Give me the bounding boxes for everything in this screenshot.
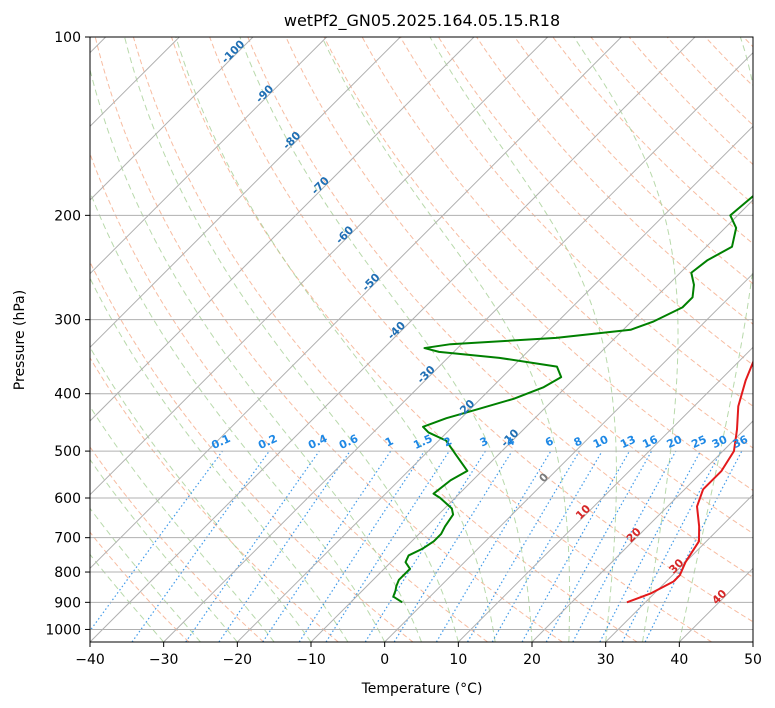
- dry-adiabat: [171, 37, 713, 642]
- x-tick-label: 20: [523, 652, 541, 668]
- dry-adiabat: [94, 37, 563, 642]
- moist-adiabat: [90, 190, 386, 642]
- dry-adiabat: [438, 37, 753, 366]
- isotherm-line: [531, 420, 753, 642]
- dry-adiabat: [514, 37, 753, 285]
- isotherm-line: [90, 37, 475, 422]
- y-tick-label: 1000: [45, 622, 81, 638]
- moist-adiabat: [678, 37, 753, 642]
- mixing-ratio-line: [521, 450, 631, 642]
- x-tick-label: 30: [597, 652, 615, 668]
- isotherm-line: [605, 493, 753, 642]
- y-tick-label: 400: [54, 387, 81, 403]
- dry-adiabat: [247, 37, 753, 578]
- y-tick-label: 900: [54, 595, 81, 611]
- x-tick-label: −30: [149, 652, 179, 668]
- mixing-ratio-line: [545, 450, 653, 642]
- moist-adiabat: [573, 37, 679, 642]
- mixing-ratio-line: [393, 450, 513, 642]
- y-tick-label: 300: [54, 313, 81, 329]
- mixing-ratio-label: 30: [710, 433, 730, 451]
- x-tick-label: 10: [449, 652, 467, 668]
- y-tick-label: 100: [54, 30, 81, 46]
- mixing-ratio-label: 20: [665, 433, 685, 451]
- moist-adiabat: [429, 37, 617, 642]
- isotherm-line: [90, 37, 549, 496]
- mixing-ratio-label: 10: [591, 433, 611, 451]
- x-tick-label: 40: [670, 652, 688, 668]
- mixing-ratio-line: [131, 450, 270, 642]
- dry-adiabat: [90, 152, 488, 642]
- moist-adiabat: [90, 277, 349, 642]
- profile-line-2: [392, 194, 753, 604]
- x-tick-label: 50: [744, 652, 762, 668]
- x-tick-label: 0: [380, 652, 389, 668]
- mixing-ratio-line: [572, 450, 677, 642]
- moist-adiabat: [239, 37, 533, 642]
- moist-adiabat: [321, 37, 571, 642]
- moist-adiabat: [175, 37, 496, 642]
- dry-adiabat: [285, 37, 753, 535]
- dry-adiabat: [323, 37, 753, 491]
- plot-frame: [89, 36, 754, 643]
- isotherm-line: [163, 51, 753, 642]
- isotherm-line: [384, 272, 753, 642]
- mixing-ratio-line: [185, 450, 320, 642]
- isotherm-line: [90, 37, 622, 570]
- mixing-ratio-label: 16: [640, 433, 660, 451]
- y-tick-label: 500: [54, 444, 81, 460]
- mixing-ratio-line: [325, 450, 450, 642]
- y-tick-label: 800: [54, 565, 81, 581]
- x-tick-label: −20: [223, 652, 253, 668]
- moist-adiabat: [124, 37, 459, 642]
- x-axis-label: Temperature (°C): [361, 681, 483, 697]
- moist-adiabat: [90, 458, 238, 642]
- dry-adiabat: [132, 37, 638, 642]
- isotherm-line: [90, 37, 254, 201]
- y-axis-label: Pressure (hPa): [12, 290, 28, 390]
- mixing-ratio-label: 36: [731, 433, 751, 451]
- y-tick-label: 200: [54, 208, 81, 224]
- moist-adiabat: [90, 67, 422, 642]
- dry-adiabat: [399, 37, 753, 407]
- isobars: [90, 214, 753, 630]
- dry-adiabat: [90, 531, 190, 642]
- mixing-ratio-lines: [90, 450, 743, 642]
- dry-adiabat: [90, 356, 339, 642]
- mixing-ratio-line: [644, 450, 743, 642]
- y-tick-label: 600: [54, 491, 81, 507]
- x-axis-ticks: −40 −30 −20 −10 0 10 20 30 40 50: [75, 642, 762, 668]
- mixing-ratio-line: [262, 450, 392, 642]
- dry-adiabats: [90, 37, 753, 642]
- isotherm-line: [90, 37, 696, 642]
- mixing-ratio-label: 13: [618, 433, 637, 451]
- mixing-ratio-line: [298, 450, 425, 642]
- moist-adiabat: [90, 405, 275, 642]
- y-tick-label: 700: [54, 531, 81, 547]
- chart-title: wetPf2_GN05.2025.164.05.15.R18: [284, 11, 560, 31]
- dry-adiabat: [361, 37, 753, 449]
- mixing-ratio-line: [90, 450, 223, 632]
- moist-adiabat: [90, 507, 201, 642]
- dry-adiabat: [90, 446, 264, 642]
- y-axis-ticks: 100 200 300 400 500 600 700 800 900 1000: [45, 30, 90, 638]
- isotherm-line: [90, 37, 328, 275]
- mixing-ratio-label: 25: [689, 433, 708, 451]
- mixing-ratio-line: [218, 450, 351, 642]
- dry-adiabat: [209, 37, 753, 623]
- profile-series: [392, 194, 753, 604]
- isotherm-line: [310, 199, 753, 642]
- profile-line-1: [626, 359, 753, 604]
- moist-adiabat: [90, 553, 165, 642]
- isotherm-line: [457, 346, 753, 642]
- isotherm-line: [90, 37, 401, 349]
- x-tick-label: −10: [296, 652, 326, 668]
- x-tick-label: −40: [75, 652, 105, 668]
